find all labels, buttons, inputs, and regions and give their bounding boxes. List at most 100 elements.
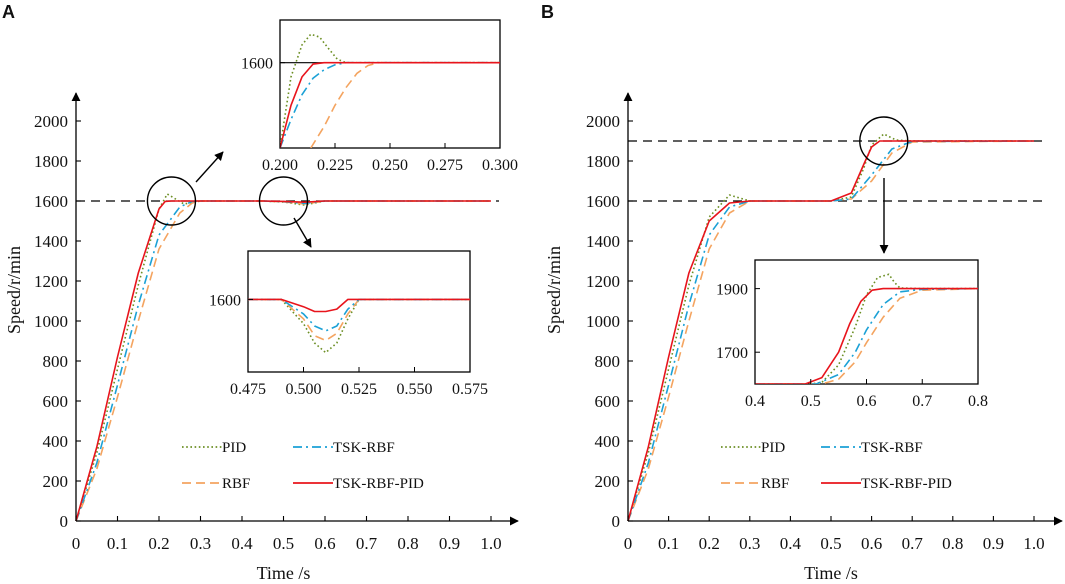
x-tick-label: 0.9 bbox=[983, 534, 1004, 553]
x-tick-label: 0.9 bbox=[439, 534, 460, 553]
y-tick-label: 1800 bbox=[586, 152, 620, 171]
y-tick-label: 1800 bbox=[34, 152, 68, 171]
legend-label-pid: PID bbox=[761, 440, 785, 456]
x-tick-label: 0.6 bbox=[314, 534, 335, 553]
y-tick-label: 1200 bbox=[34, 272, 68, 291]
x-tick-label: 0.7 bbox=[902, 534, 924, 553]
panel-letter: B bbox=[541, 2, 554, 22]
x-tick-label: 0.2 bbox=[699, 534, 720, 553]
inset-series-line-tsk-rbf bbox=[280, 61, 500, 148]
zoom-arrow-1 bbox=[293, 217, 312, 248]
inset-frame bbox=[754, 259, 979, 385]
x-tick-label: 1.0 bbox=[480, 534, 501, 553]
series-line-tsk-rbf bbox=[627, 140, 1035, 522]
y-tick-label: 0 bbox=[612, 512, 621, 531]
y-tick-label: 1000 bbox=[34, 312, 68, 331]
y-axis-label: Speed/r/min bbox=[4, 246, 24, 334]
y-tick-label: 1400 bbox=[34, 232, 68, 251]
inset-0: 0.4 0.5 0.6 0.7 0.8 1900 1700 bbox=[716, 259, 988, 410]
inset-y-tick-label: 1700 bbox=[716, 345, 748, 362]
y-tick-label: 2000 bbox=[586, 112, 620, 131]
y-axis-label: Speed/r/min bbox=[544, 246, 564, 334]
x-tick-label: 0 bbox=[624, 534, 633, 553]
y-tick-label: 200 bbox=[43, 472, 69, 491]
x-tick-label: 0.7 bbox=[356, 534, 378, 553]
x-tick-label: 0.8 bbox=[397, 534, 418, 553]
y-tick-label: 200 bbox=[595, 472, 621, 491]
legend: PID TSK-RBF RBF TSK-RBF-PID bbox=[182, 440, 424, 492]
y-tick-label: 800 bbox=[43, 352, 69, 371]
inset-x-tick-label: 0.6 bbox=[857, 393, 877, 410]
inset-x-tick-label: 0.5 bbox=[801, 393, 821, 410]
inset-x-tick-label: 0.525 bbox=[341, 381, 377, 398]
y-tick-label: 0 bbox=[60, 512, 69, 531]
inset-x-tick-label: 0.550 bbox=[397, 381, 433, 398]
inset-x-tick-label: 0.8 bbox=[968, 393, 988, 410]
x-tick-label: 0.2 bbox=[148, 534, 169, 553]
y-tick-label: 400 bbox=[595, 432, 621, 451]
inset-y-tick-label: 1600 bbox=[241, 56, 273, 73]
inset-x-tick-label: 0.300 bbox=[482, 157, 518, 174]
inset-series bbox=[280, 33, 500, 148]
legend-label-rbf: RBF bbox=[222, 476, 250, 492]
legend-label-tsk-rbf-pid: TSK-RBF-PID bbox=[333, 476, 424, 492]
y-tick-label: 1400 bbox=[586, 232, 620, 251]
series-line-pid bbox=[627, 133, 1034, 522]
y-tick-label: 400 bbox=[43, 432, 69, 451]
inset-1: 0.475 0.500 0.525 0.550 0.575 1600 bbox=[209, 250, 488, 398]
zoom-circle-0 bbox=[859, 116, 909, 166]
inset-0: 0.200 0.225 0.250 0.275 0.300 1600 bbox=[241, 19, 518, 174]
y-tick-label: 600 bbox=[43, 392, 69, 411]
y-tick-label: 1000 bbox=[586, 312, 620, 331]
inset-x-tick-label: 0.4 bbox=[745, 393, 765, 410]
inset-x-tick-label: 0.575 bbox=[452, 381, 488, 398]
x-tick-label: 0.3 bbox=[190, 534, 211, 553]
x-tick-label: 0.6 bbox=[861, 534, 882, 553]
series-line-tsk-rbf-pid bbox=[627, 140, 1034, 522]
panel-b: B 0 0.1 0.2 0.3 0.4 0.5 0.6 0.7 0.8 0.9 1.0 0 200 400 6… bbox=[541, 2, 1063, 583]
zoom-circle-0 bbox=[146, 176, 197, 226]
x-tick-label: 1.0 bbox=[1023, 534, 1044, 553]
x-tick-label: 0.1 bbox=[107, 534, 128, 553]
inset-series-line-rbf bbox=[755, 287, 978, 384]
y-tick-label: 800 bbox=[595, 352, 621, 371]
series-line-rbf bbox=[627, 140, 1035, 522]
inset-x-tick-label: 0.7 bbox=[912, 393, 932, 410]
inset-series-line-rbf bbox=[248, 298, 470, 342]
inset-series-line-pid bbox=[755, 273, 978, 384]
zoom-circle-1 bbox=[258, 176, 309, 226]
legend: PID TSK-RBF RBF TSK-RBF-PID bbox=[721, 440, 952, 492]
x-tick-label: 0.8 bbox=[942, 534, 963, 553]
inset-x-tick-label: 0.200 bbox=[262, 157, 298, 174]
inset-series-line-tsk-rbf bbox=[755, 287, 978, 384]
inset-y-tick-label: 1600 bbox=[209, 292, 241, 309]
x-tick-label: 0.4 bbox=[780, 534, 802, 553]
x-tick-label: 0.4 bbox=[231, 534, 253, 553]
x-tick-label: 0.3 bbox=[739, 534, 760, 553]
y-tick-label: 1200 bbox=[586, 272, 620, 291]
x-tick-label: 0.5 bbox=[273, 534, 294, 553]
inset-x-tick-label: 0.225 bbox=[317, 157, 353, 174]
inset-x-tick-label: 0.475 bbox=[230, 381, 266, 398]
inset-frame bbox=[247, 250, 471, 373]
inset-x-tick-label: 0.275 bbox=[427, 157, 463, 174]
inset-series-line-rbf bbox=[310, 61, 500, 148]
inset-series-line-tsk-rbf-pid bbox=[280, 61, 500, 148]
panel-letter: A bbox=[2, 2, 15, 22]
x-tick-label: 0.5 bbox=[820, 534, 841, 553]
inset-series-line-tsk-rbf-pid bbox=[248, 298, 470, 313]
inset-frame bbox=[279, 19, 501, 149]
y-tick-label: 1600 bbox=[34, 192, 68, 211]
x-tick-label: 0 bbox=[72, 534, 81, 553]
legend-label-tsk-rbf-pid: TSK-RBF-PID bbox=[861, 476, 952, 492]
x-axis-label: Time /s bbox=[804, 563, 858, 583]
inset-y-tick-label: 1900 bbox=[716, 282, 748, 299]
inset-x-tick-label: 0.500 bbox=[286, 381, 322, 398]
inset-series-line-tsk-rbf bbox=[248, 298, 470, 332]
legend-label-pid: PID bbox=[222, 440, 246, 456]
y-tick-label: 600 bbox=[595, 392, 621, 411]
legend-label-tsk-rbf: TSK-RBF bbox=[861, 440, 923, 456]
y-tick-label: 1600 bbox=[586, 192, 620, 211]
